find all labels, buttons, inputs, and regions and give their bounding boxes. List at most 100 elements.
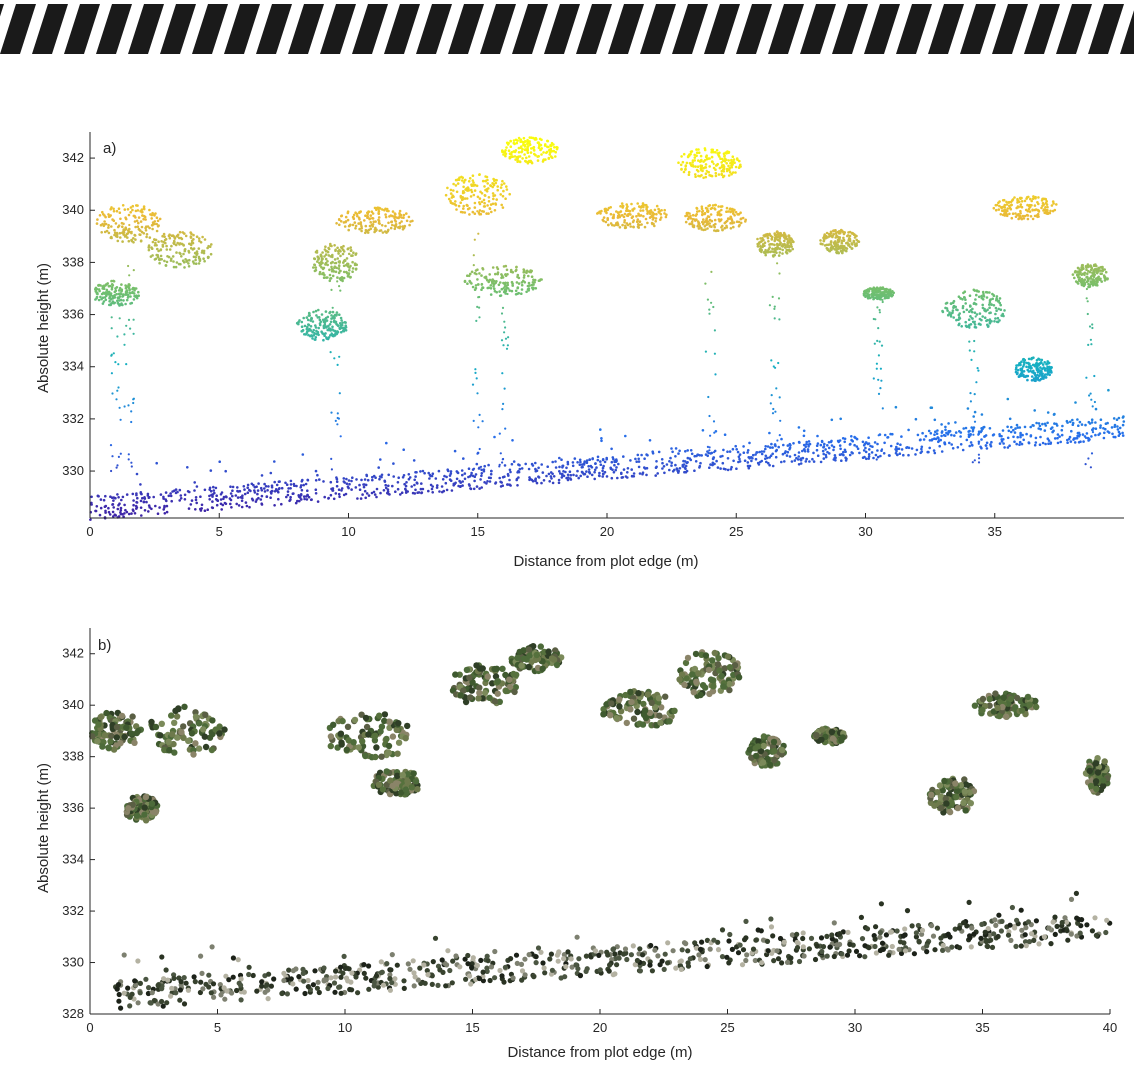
canopy-point: [830, 245, 834, 248]
ground-point: [1049, 427, 1053, 431]
ground-point: [284, 991, 290, 997]
canopy-point: [318, 323, 322, 327]
stem-point: [128, 223, 131, 227]
stem-point: [109, 444, 113, 447]
ground-point: [798, 441, 801, 444]
canopy-point: [402, 213, 406, 217]
canopy-point: [819, 239, 822, 242]
canopy-point: [646, 212, 649, 215]
ground-point: [1046, 421, 1049, 425]
canopy-point: [1026, 374, 1030, 378]
canopy-point: [1042, 209, 1045, 212]
stem-point: [339, 435, 342, 438]
canopy-point: [1046, 365, 1049, 369]
ground-point: [832, 458, 836, 461]
canopy-point: [492, 285, 495, 288]
ground-point: [125, 985, 131, 991]
stem-point: [1087, 457, 1090, 460]
ground-point: [969, 441, 973, 444]
canopy-point: [103, 214, 106, 217]
canopy-point: [346, 262, 350, 266]
canopy-point: [994, 317, 997, 320]
canopy-point: [852, 239, 856, 243]
ground-point: [853, 435, 856, 439]
canopy-point: [778, 251, 782, 254]
canopy-point: [714, 222, 717, 226]
canopy-point: [713, 218, 717, 222]
canopy-point: [347, 228, 351, 232]
panel-label-a: a): [103, 140, 116, 157]
stem-point: [776, 262, 779, 265]
canopy-point: [554, 150, 557, 154]
canopy-point: [466, 186, 470, 189]
canopy-point: [664, 215, 668, 219]
ground-point: [259, 983, 265, 989]
ground-point: [358, 483, 361, 487]
canopy-point: [447, 197, 451, 201]
canopy-point: [717, 153, 720, 157]
ground-point: [1076, 431, 1080, 435]
canopy-point: [313, 257, 316, 260]
ground-point: [210, 506, 214, 509]
canopy-point: [636, 202, 639, 205]
ground-point: [710, 451, 714, 455]
ground-point: [585, 470, 588, 473]
ground-point: [1000, 440, 1004, 443]
ground-point: [478, 487, 481, 490]
ground-point: [746, 464, 750, 468]
canopy-point: [520, 281, 524, 284]
canopy-point: [697, 159, 700, 162]
stem-point: [712, 420, 716, 423]
canopy-point: [623, 212, 627, 216]
canopy-point: [825, 246, 829, 250]
canopy-point: [140, 210, 144, 214]
ground-point: [375, 495, 378, 499]
canopy-point: [735, 220, 739, 223]
ground-point: [786, 450, 790, 454]
ground-point: [348, 482, 351, 486]
canopy-point: [997, 201, 1000, 205]
canopy-point: [848, 237, 852, 241]
canopy-point: [960, 325, 963, 328]
canopy-point: [1022, 363, 1026, 366]
canopy-point: [1001, 312, 1005, 316]
ground-point: [1009, 430, 1013, 434]
canopy-point: [689, 214, 692, 218]
ground-point: [668, 460, 671, 463]
ground-point: [125, 493, 129, 496]
canopy-point: [727, 217, 730, 221]
canopy-point: [132, 237, 135, 240]
canopy-point: [195, 250, 199, 253]
ground-point: [856, 447, 860, 451]
ground-point: [870, 451, 874, 454]
ground-point: [219, 498, 223, 501]
canopy-point: [1086, 263, 1090, 266]
canopy-point: [103, 230, 107, 234]
canopy-point: [994, 208, 998, 212]
canopy-point: [134, 216, 137, 219]
canopy-point: [302, 316, 306, 320]
ground-point: [1069, 420, 1072, 424]
ground-point: [872, 943, 878, 950]
canopy-point: [481, 179, 485, 183]
canopy-point: [759, 247, 762, 250]
canopy-point: [326, 276, 329, 279]
canopy-point: [534, 136, 538, 140]
canopy-point: [829, 230, 833, 234]
canopy-point: [335, 322, 338, 326]
canopy-point: [478, 209, 482, 212]
stem-point: [713, 451, 716, 454]
ground-point: [683, 470, 686, 474]
canopy-point: [162, 232, 166, 236]
canopy-point: [646, 205, 649, 209]
canopy-point: [481, 210, 484, 213]
canopy-point: [504, 154, 507, 158]
canopy-point: [131, 287, 135, 290]
canopy-point: [512, 139, 516, 142]
banner-stripe: [928, 4, 964, 54]
canopy-point: [762, 250, 766, 254]
ground-point: [959, 443, 963, 446]
ground-point: [286, 490, 290, 493]
y-tick-label: 330: [62, 463, 84, 478]
ground-point: [948, 441, 951, 445]
